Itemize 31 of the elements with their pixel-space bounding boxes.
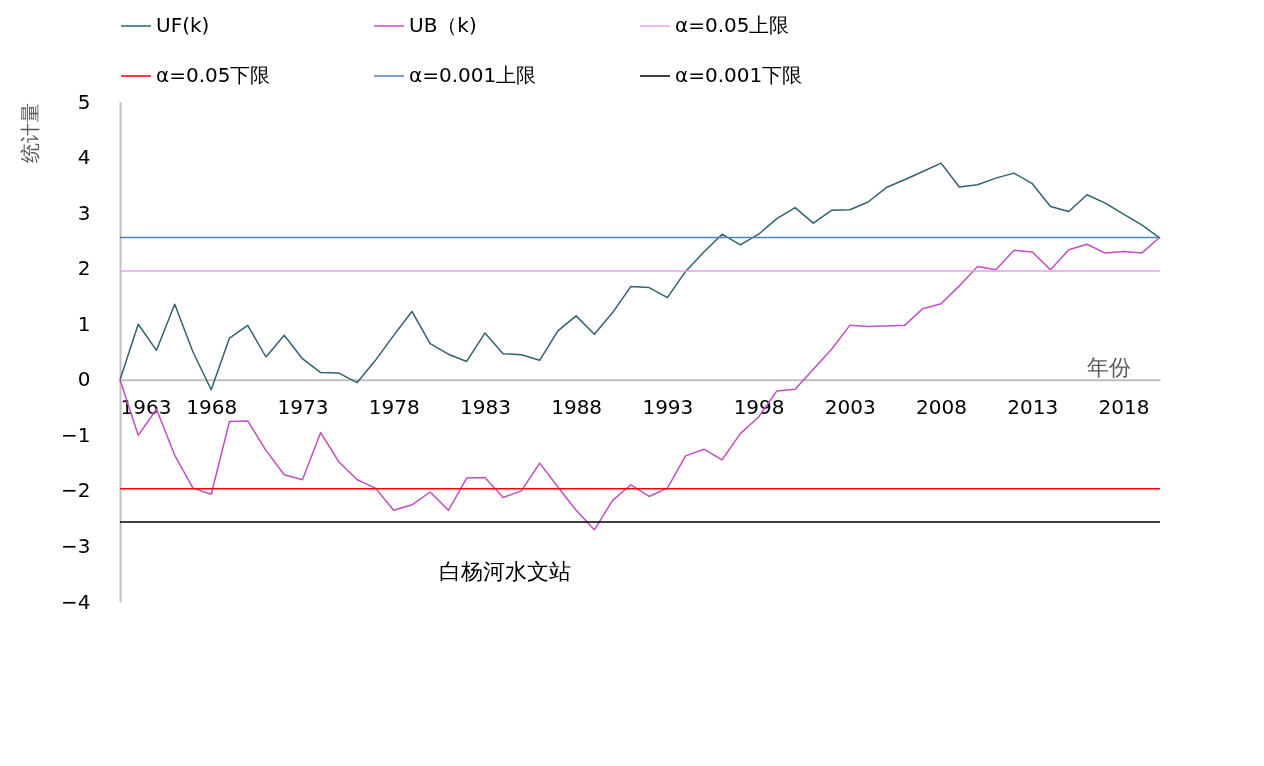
y-tick-label: −1 [61,422,91,447]
y-tick-label: −2 [61,478,91,503]
x-tick-label: 1993 [642,395,694,420]
x-tick-label: 1983 [459,395,511,420]
x-tick-label: 1988 [551,395,603,420]
legend-label: α=0.001下限 [675,63,803,87]
y-tick-label: −4 [61,589,91,614]
x-tick-label: 1978 [368,395,420,420]
x-axis-title: 年份 [1086,355,1131,381]
x-tick-label: 1973 [277,395,329,420]
x-tick-label: 2018 [1098,395,1150,420]
x-tick-label: 2013 [1007,395,1059,420]
line-series [119,162,1161,391]
y-tick-label: −3 [61,533,91,558]
y-tick-label: 2 [77,256,91,281]
legend-label: UB（k) [409,13,477,37]
y-axis-title: 统计量 [18,102,43,163]
y-tick-label: 3 [77,200,91,225]
y-tick-label: 4 [77,145,91,170]
x-tick-label: 2003 [824,395,876,420]
legend-label: α=0.05上限 [675,13,790,37]
line-series [119,236,1161,531]
legend-label: α=0.001上限 [409,63,537,87]
y-tick-label: 0 [77,367,91,392]
y-tick-label: 5 [77,89,91,114]
legend-label: α=0.05下限 [156,63,271,87]
legend-label: UF(k) [156,13,210,37]
x-tick-label: 1968 [186,395,238,420]
y-tick-label: 1 [77,311,91,336]
x-tick-label: 2008 [916,395,968,420]
annotation: 白杨河水文站 [438,559,571,584]
